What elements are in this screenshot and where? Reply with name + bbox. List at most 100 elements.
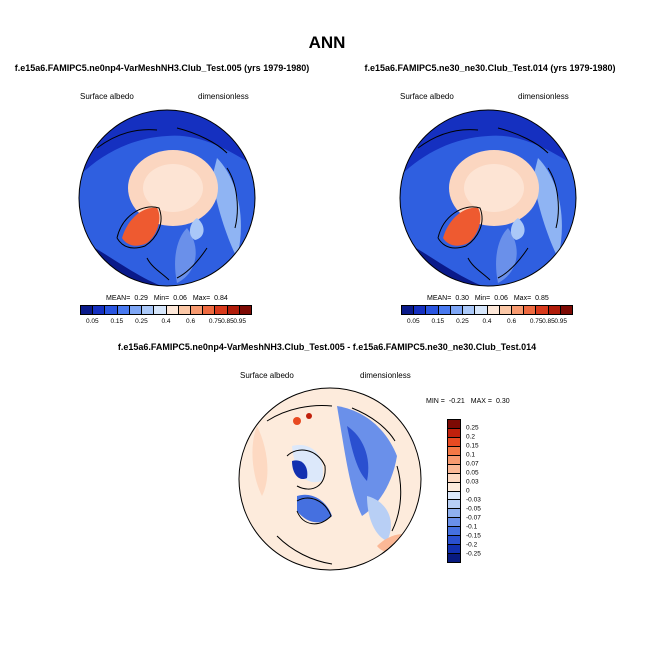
- colorbar-tick-label: 0.07: [466, 460, 479, 468]
- colorbar-tick-label: -0.15: [466, 532, 481, 540]
- colorbar-swatch: [129, 306, 143, 314]
- colorbar-swatch: [166, 306, 179, 314]
- colorbar-tick-label: 0.1: [466, 451, 476, 459]
- colorbar-swatch: [154, 306, 167, 314]
- colorbar-swatch: [93, 306, 106, 314]
- panel-3-colorbar-labels: 0.25 0.2 0.15 0.1 0.07 0.05 0.03 0 -0.03 -0.05 -0.…: [466, 419, 496, 563]
- colorbar-swatch: [487, 306, 500, 314]
- panel-3-stats: MIN = -0.21 MAX = 0.30: [424, 398, 512, 405]
- colorbar-tick-label: 0.75: [529, 318, 543, 325]
- panel-1-stats: MEAN= 0.29 Min= 0.06 Max= 0.84: [104, 295, 230, 302]
- colorbar-tick-label: 0.95: [554, 318, 568, 325]
- colorbar-swatch: [448, 464, 460, 474]
- colorbar-tick-label: -0.25: [466, 550, 481, 558]
- colorbar-tick-label: -0.05: [466, 505, 481, 513]
- colorbar-swatch: [448, 554, 460, 562]
- colorbar-tick-label: 0.6: [507, 318, 517, 325]
- panel-3-colorbar: [447, 419, 461, 563]
- min-label: Min=: [153, 295, 170, 302]
- colorbar-tick-label: 0: [466, 487, 470, 495]
- max-label: Max=: [513, 295, 532, 302]
- colorbar-swatch: [448, 482, 460, 492]
- colorbar-tick-label: 0.85: [221, 318, 234, 325]
- min-value: 0.06: [494, 295, 508, 302]
- colorbar-tick-label: 0.15: [431, 318, 445, 325]
- colorbar-swatch: [448, 518, 460, 528]
- colorbar-swatch: [448, 473, 460, 483]
- panel-3-title: f.e15a6.FAMIPC5.ne0np4-VarMeshNH3.Club_T…: [117, 342, 537, 352]
- colorbar-tick-label: 0.25: [466, 424, 479, 432]
- colorbar-swatch: [203, 306, 216, 314]
- panel-1-title: f.e15a6.FAMIPC5.ne0np4-VarMeshNH3.Club_T…: [14, 63, 310, 73]
- max-label: Max=: [192, 295, 211, 302]
- colorbar-tick-label: -0.07: [466, 514, 481, 522]
- colorbar-tick-label: 0.03: [466, 478, 479, 486]
- colorbar-swatch: [448, 446, 460, 456]
- colorbar-swatch: [414, 306, 427, 314]
- colorbar-tick-label: -0.1: [466, 523, 478, 531]
- colorbar-swatch: [448, 545, 460, 555]
- max-value: 0.30: [496, 398, 510, 405]
- colorbar-tick-label: 0.15: [466, 442, 479, 450]
- colorbar-swatch: [105, 306, 118, 314]
- panel-3-units: dimensionless: [360, 371, 411, 380]
- colorbar-swatch: [81, 306, 94, 314]
- min-value: -0.21: [448, 398, 465, 405]
- panel-3-map: [238, 387, 422, 571]
- panel-2-map: [399, 109, 577, 287]
- colorbar-tick-label: 0.85: [542, 318, 555, 325]
- colorbar-swatch: [227, 306, 240, 314]
- colorbar-swatch: [448, 455, 460, 465]
- colorbar-tick-label: 0.05: [466, 469, 479, 477]
- colorbar-swatch: [448, 437, 460, 447]
- colorbar-swatch: [239, 306, 252, 314]
- colorbar-tick-label: 0.6: [186, 318, 196, 325]
- colorbar-swatch: [448, 491, 460, 501]
- panel-2-colorbar: [401, 305, 573, 315]
- mean-label: MEAN=: [427, 295, 452, 302]
- panel-3-variable: Surface albedo: [240, 371, 294, 380]
- panel-2-stats: MEAN= 0.30 Min= 0.06 Max= 0.85: [425, 295, 551, 302]
- colorbar-swatch: [448, 420, 460, 429]
- colorbar-swatch: [536, 306, 549, 314]
- colorbar-swatch: [448, 509, 460, 519]
- figure-title: ANN: [308, 33, 346, 52]
- colorbar-swatch: [448, 428, 460, 438]
- colorbar-swatch: [402, 306, 415, 314]
- colorbar-tick-label: 0.25: [456, 318, 469, 325]
- colorbar-tick-label: 0.4: [482, 318, 492, 325]
- panel-1-colorbar: [80, 305, 252, 315]
- max-label: MAX =: [470, 398, 492, 405]
- colorbar-swatch: [178, 306, 191, 314]
- panel-1-units: dimensionless: [198, 92, 249, 101]
- panel-1-map: [78, 109, 256, 287]
- colorbar-swatch: [448, 536, 460, 546]
- colorbar-swatch: [450, 306, 464, 314]
- max-value: 0.85: [535, 295, 549, 302]
- colorbar-swatch: [511, 306, 525, 314]
- colorbar-tick-label: 0.2: [466, 433, 476, 441]
- colorbar-swatch: [117, 306, 130, 314]
- colorbar-swatch: [524, 306, 537, 314]
- colorbar-tick-label: 0.15: [110, 318, 124, 325]
- colorbar-tick-label: 0.75: [208, 318, 222, 325]
- colorbar-swatch: [142, 306, 155, 314]
- panel-1-variable: Surface albedo: [80, 92, 134, 101]
- colorbar-tick-label: 0.4: [161, 318, 171, 325]
- colorbar-tick-label: 0.05: [406, 318, 420, 325]
- colorbar-tick-label: 0.25: [135, 318, 148, 325]
- panel-2-units: dimensionless: [518, 92, 569, 101]
- min-value: 0.06: [173, 295, 187, 302]
- colorbar-tick-label: -0.2: [466, 541, 478, 549]
- mean-label: MEAN=: [106, 295, 131, 302]
- min-label: Min=: [474, 295, 491, 302]
- colorbar-tick-label: -0.03: [466, 496, 481, 504]
- colorbar-swatch: [463, 306, 476, 314]
- colorbar-swatch: [448, 527, 460, 537]
- mean-value: 0.30: [455, 295, 469, 302]
- min-label: MIN =: [426, 398, 445, 405]
- max-value: 0.84: [214, 295, 228, 302]
- colorbar-swatch: [438, 306, 451, 314]
- colorbar-swatch: [548, 306, 561, 314]
- colorbar-swatch: [448, 500, 460, 510]
